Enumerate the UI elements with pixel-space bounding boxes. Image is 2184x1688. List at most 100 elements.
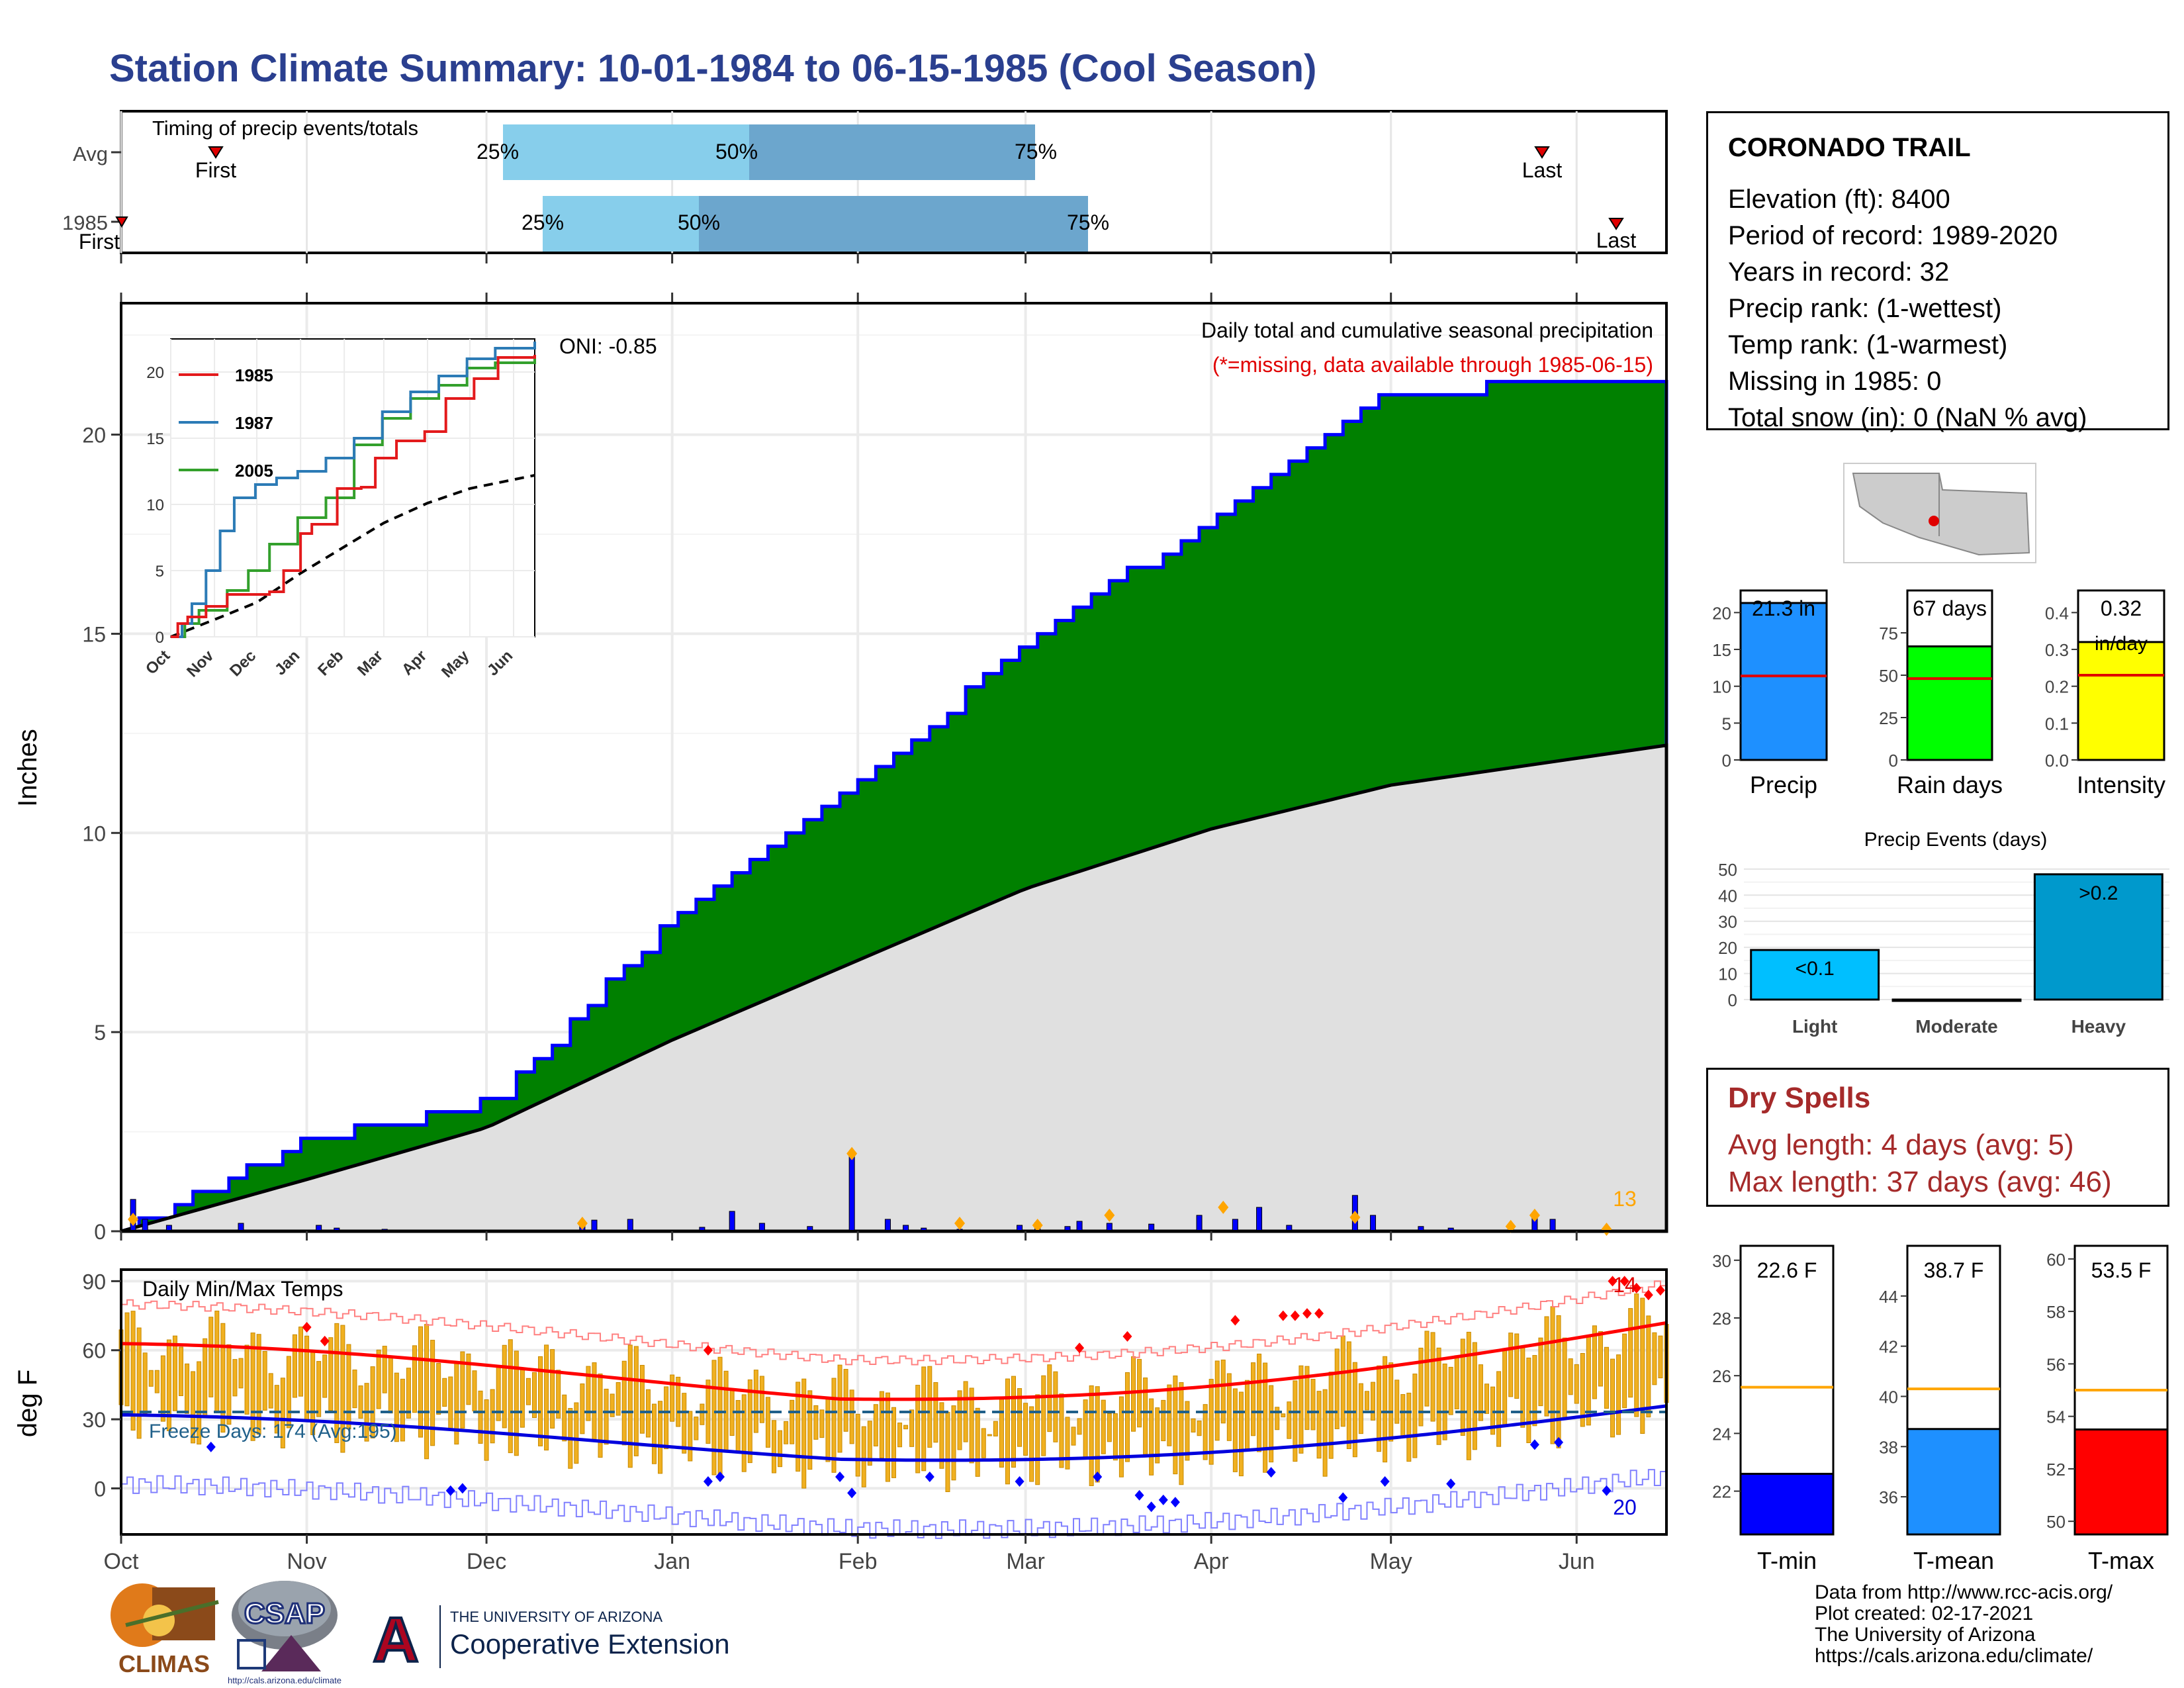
page-title: Station Climate Summary: 10-01-1984 to 0…	[109, 47, 1317, 90]
precip-ytick: 10	[82, 821, 106, 845]
inset-ytick: 15	[146, 430, 164, 448]
temp-ytick: 90	[82, 1270, 106, 1293]
timing-1985-p25: 25%	[522, 211, 564, 234]
dry-spells-max: Max length: 37 days (avg: 46)	[1728, 1166, 2112, 1198]
record-high-marker	[1075, 1342, 1085, 1354]
inset-line-1987	[171, 342, 536, 638]
timing-1985-last: Last	[1596, 228, 1637, 252]
precip-ylabel: Inches	[13, 729, 42, 807]
temp-panel-label: Daily Min/Max Temps	[142, 1277, 343, 1301]
temp-bar-1: 36 38 40 42 44 38.7 F T-mean	[1879, 1244, 2001, 1574]
avg-max-line	[120, 1321, 1667, 1401]
inset-ytick: 20	[146, 364, 164, 382]
inset-ytick: 10	[146, 496, 164, 514]
summary-value-label: 67 days	[1913, 596, 1987, 620]
record-low-marker	[1146, 1501, 1156, 1513]
temp-bar-2: 50 52 54 56 58 60 53.5 F T-max	[2046, 1244, 2169, 1574]
precip-panel: 0 5 10 15 20 Inches Daily total and cumulati…	[13, 302, 1668, 1244]
record-low-marker	[1529, 1439, 1539, 1450]
record-low-marker	[1338, 1492, 1348, 1503]
events-ytick: 50	[1718, 860, 1737, 880]
station-location-dot	[1929, 516, 1939, 526]
summary-bar-1: 0 25 50 75 67 days Rain days	[1879, 589, 2003, 798]
temp-bar-0: 22 24 26 28 30 22.6 F T-min	[1712, 1244, 1835, 1574]
temp-bar-value-label: 38.7 F	[1924, 1258, 1984, 1282]
record-low-marker	[1158, 1494, 1168, 1505]
temp-ytick: 30	[82, 1408, 106, 1432]
summary-ytick: 0.3	[2045, 640, 2069, 660]
precip-subtitle: Daily total and cumulative seasonal prec…	[1201, 318, 1653, 342]
precip-ytick: 0	[94, 1220, 106, 1244]
record-high-marker	[1230, 1315, 1240, 1326]
missing-note: (*=missing, data available through 1985-…	[1212, 353, 1653, 377]
summary-xlabel: Precip	[1750, 771, 1817, 798]
timing-avg-last-marker	[1534, 146, 1550, 159]
timing-avg-p75: 75%	[1015, 140, 1057, 164]
events-bar-label: <0.1	[1796, 958, 1835, 980]
events-bar-label: >0.2	[2079, 882, 2118, 904]
summary-ytick: 15	[1712, 640, 1731, 660]
record-max-line	[121, 1280, 1667, 1366]
inset-ytick: 5	[156, 563, 164, 581]
temp-count-hot: 14	[1613, 1273, 1637, 1297]
record-low-marker	[1380, 1476, 1390, 1487]
precip-ytick: 5	[94, 1021, 106, 1045]
record-low-marker	[1170, 1497, 1180, 1508]
record-high-marker	[1655, 1285, 1665, 1296]
summary-bar-0: 0 5 10 15 20 21.3 in Precip	[1712, 589, 1828, 798]
temp-bar-ytick: 28	[1712, 1309, 1731, 1329]
timing-label: Timing of precip events/totals	[152, 117, 418, 140]
station-temp-rank: Temp rank: (1-warmest)	[1728, 330, 2008, 359]
station-period: Period of record: 1989-2020	[1728, 221, 2058, 250]
timing-1985-first: First	[79, 230, 120, 254]
summary-ytick: 75	[1879, 624, 1898, 643]
summary-ytick: 25	[1879, 708, 1898, 728]
record-low-marker	[1266, 1467, 1276, 1478]
inset-average-line	[170, 474, 535, 638]
timing-avg-bar-high	[749, 124, 1035, 180]
timing-avg-first-marker	[208, 146, 224, 159]
climas-logo: CLIMAS	[111, 1583, 219, 1677]
summary-ytick: 0	[1889, 751, 1898, 771]
oni-label: ONI: -0.85	[559, 334, 657, 358]
temp-xtick: Nov	[287, 1549, 326, 1574]
timing-1985-first-marker	[115, 216, 128, 228]
timing-avg-last: Last	[1522, 158, 1563, 182]
record-high-marker	[1314, 1308, 1324, 1319]
csap-url: http://cals.arizona.edu/climate	[228, 1675, 341, 1685]
credit-url: https://cals.arizona.edu/climate/	[1815, 1645, 2093, 1667]
ua-letter: A	[373, 1605, 418, 1675]
record-low-marker	[1602, 1485, 1612, 1496]
record-high-marker	[1631, 1282, 1641, 1293]
csap-logo: CSAP http://cals.arizona.edu/climate	[228, 1581, 341, 1685]
record-high-marker	[1643, 1289, 1653, 1301]
summary-ytick: 5	[1722, 714, 1731, 733]
temp-bar-ytick: 56	[2046, 1354, 2066, 1374]
ua-logo: A THE UNIVERSITY OF ARIZONA Cooperative …	[371, 1603, 729, 1677]
summary-bar-fill	[2077, 641, 2165, 761]
temp-panel: 0 30 60 90 Oct Nov Dec Jan Feb Mar Apr May Jun deg …	[13, 1268, 1669, 1574]
record-high-marker	[1290, 1310, 1300, 1321]
record-low-marker	[1093, 1472, 1103, 1483]
temp-bar-ytick: 44	[1879, 1287, 1898, 1307]
record-low-marker	[1134, 1489, 1144, 1501]
temp-xtick: May	[1370, 1549, 1412, 1574]
record-high-marker	[302, 1321, 312, 1333]
record-high-marker	[1302, 1308, 1312, 1319]
summary-value-label: 0.32	[2101, 596, 2142, 620]
record-low-marker	[835, 1472, 845, 1483]
temp-bar-xlabel: T-mean	[1913, 1547, 1994, 1574]
precip-count: 13	[1613, 1187, 1637, 1211]
temp-bar-xlabel: T-max	[2088, 1547, 2154, 1574]
record-high-marker	[320, 1335, 330, 1346]
record-high-marker	[1278, 1310, 1288, 1321]
record-high-marker	[1122, 1331, 1132, 1342]
events-ytick: 30	[1718, 912, 1737, 932]
inset-line-1985	[171, 355, 536, 638]
dry-spells-title: Dry Spells	[1728, 1082, 1871, 1114]
station-elevation: Elevation (ft): 8400	[1728, 185, 1950, 214]
precip-ytick: 15	[82, 622, 106, 646]
temp-xtick: Oct	[104, 1549, 139, 1574]
